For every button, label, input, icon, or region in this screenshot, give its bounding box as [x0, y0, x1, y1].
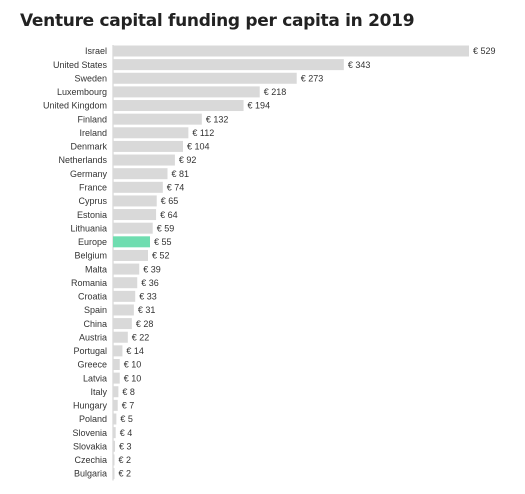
category-label: Israel [85, 46, 107, 56]
bar-estonia [113, 209, 157, 221]
bar-bulgaria [113, 468, 115, 480]
bar-greece [113, 358, 120, 370]
category-label: Bulgaria [74, 469, 107, 479]
bar-lithuania [113, 222, 153, 234]
value-label: € 2 [119, 455, 132, 465]
category-label: Austria [79, 332, 107, 342]
bar-china [113, 318, 132, 330]
value-label: € 2 [119, 469, 132, 479]
bar-latvia [113, 372, 120, 384]
category-label: China [83, 319, 107, 329]
bar-netherlands [113, 154, 175, 166]
category-label: Romania [71, 278, 107, 288]
category-label: Greece [77, 360, 107, 370]
category-label: Slovenia [72, 428, 107, 438]
bar-cyprus [113, 195, 157, 207]
bar-malta [113, 263, 140, 275]
value-label: € 112 [192, 128, 214, 138]
bar-israel [113, 45, 469, 57]
bar-france [113, 181, 163, 193]
chart-title: Venture capital funding per capita in 20… [20, 11, 415, 31]
value-label: € 529 [473, 46, 496, 56]
bar-austria [113, 331, 128, 343]
category-label: Czechia [74, 455, 107, 465]
value-label: € 59 [157, 223, 175, 233]
category-label: Hungary [73, 401, 108, 411]
value-label: € 65 [161, 196, 179, 206]
category-label: Portugal [73, 346, 107, 356]
bar-romania [113, 277, 138, 289]
bar-united-states [113, 59, 344, 71]
value-label: € 36 [141, 278, 159, 288]
value-label: € 10 [124, 360, 142, 370]
value-label: € 7 [122, 401, 135, 411]
category-label: Malta [85, 264, 107, 274]
bar-poland [113, 413, 117, 425]
value-label: € 273 [301, 73, 324, 83]
value-label: € 31 [138, 305, 156, 315]
bar-spain [113, 304, 134, 316]
value-label: € 52 [152, 251, 170, 261]
category-label: Finland [77, 114, 107, 124]
category-label: Netherlands [58, 155, 107, 165]
category-label: Ireland [79, 128, 107, 138]
category-label: Lithuania [70, 223, 107, 233]
bar-italy [113, 386, 119, 398]
category-label: Luxembourg [57, 87, 107, 97]
value-label: € 74 [167, 183, 185, 193]
bar-germany [113, 168, 168, 180]
bar-europe [113, 236, 151, 248]
category-label: Latvia [83, 373, 107, 383]
value-label: € 218 [264, 87, 287, 97]
value-label: € 8 [122, 387, 135, 397]
value-label: € 4 [120, 428, 133, 438]
category-label: United Kingdom [43, 101, 107, 111]
value-label: € 81 [172, 169, 190, 179]
bar-hungary [113, 399, 118, 411]
value-label: € 104 [187, 142, 210, 152]
bar-portugal [113, 345, 123, 357]
bar-croatia [113, 290, 136, 302]
bar-united-kingdom [113, 100, 244, 112]
bar-belgium [113, 249, 148, 261]
bar-finland [113, 113, 202, 125]
category-label: Germany [70, 169, 108, 179]
value-label: € 194 [248, 101, 271, 111]
category-label: Poland [79, 414, 107, 424]
value-label: € 14 [126, 346, 144, 356]
value-label: € 5 [120, 414, 133, 424]
category-label: Belgium [74, 251, 107, 261]
bar-luxembourg [113, 86, 260, 98]
bar-ireland [113, 127, 189, 139]
value-label: € 28 [136, 319, 154, 329]
category-label: Spain [84, 305, 107, 315]
bar-czechia [113, 454, 115, 466]
category-label: Estonia [77, 210, 107, 220]
category-label: Cyprus [78, 196, 107, 206]
category-label: United States [53, 60, 108, 70]
value-label: € 39 [143, 264, 161, 274]
value-label: € 92 [179, 155, 197, 165]
value-label: € 343 [348, 60, 371, 70]
value-label: € 132 [206, 114, 229, 124]
category-label: Croatia [78, 292, 107, 302]
value-label: € 64 [160, 210, 178, 220]
bar-slovakia [113, 440, 116, 452]
category-label: Italy [90, 387, 107, 397]
category-label: France [79, 183, 107, 193]
value-label: € 33 [139, 292, 157, 302]
bar-slovenia [113, 427, 116, 439]
value-label: € 3 [119, 441, 132, 451]
bar-sweden [113, 72, 297, 84]
category-label: Sweden [74, 73, 107, 83]
value-label: € 10 [124, 373, 142, 383]
category-label: Denmark [70, 142, 107, 152]
bar-denmark [113, 140, 183, 152]
category-label: Slovakia [73, 441, 107, 451]
value-label: € 22 [132, 332, 150, 342]
category-label: Europe [78, 237, 107, 247]
value-label: € 55 [154, 237, 172, 247]
